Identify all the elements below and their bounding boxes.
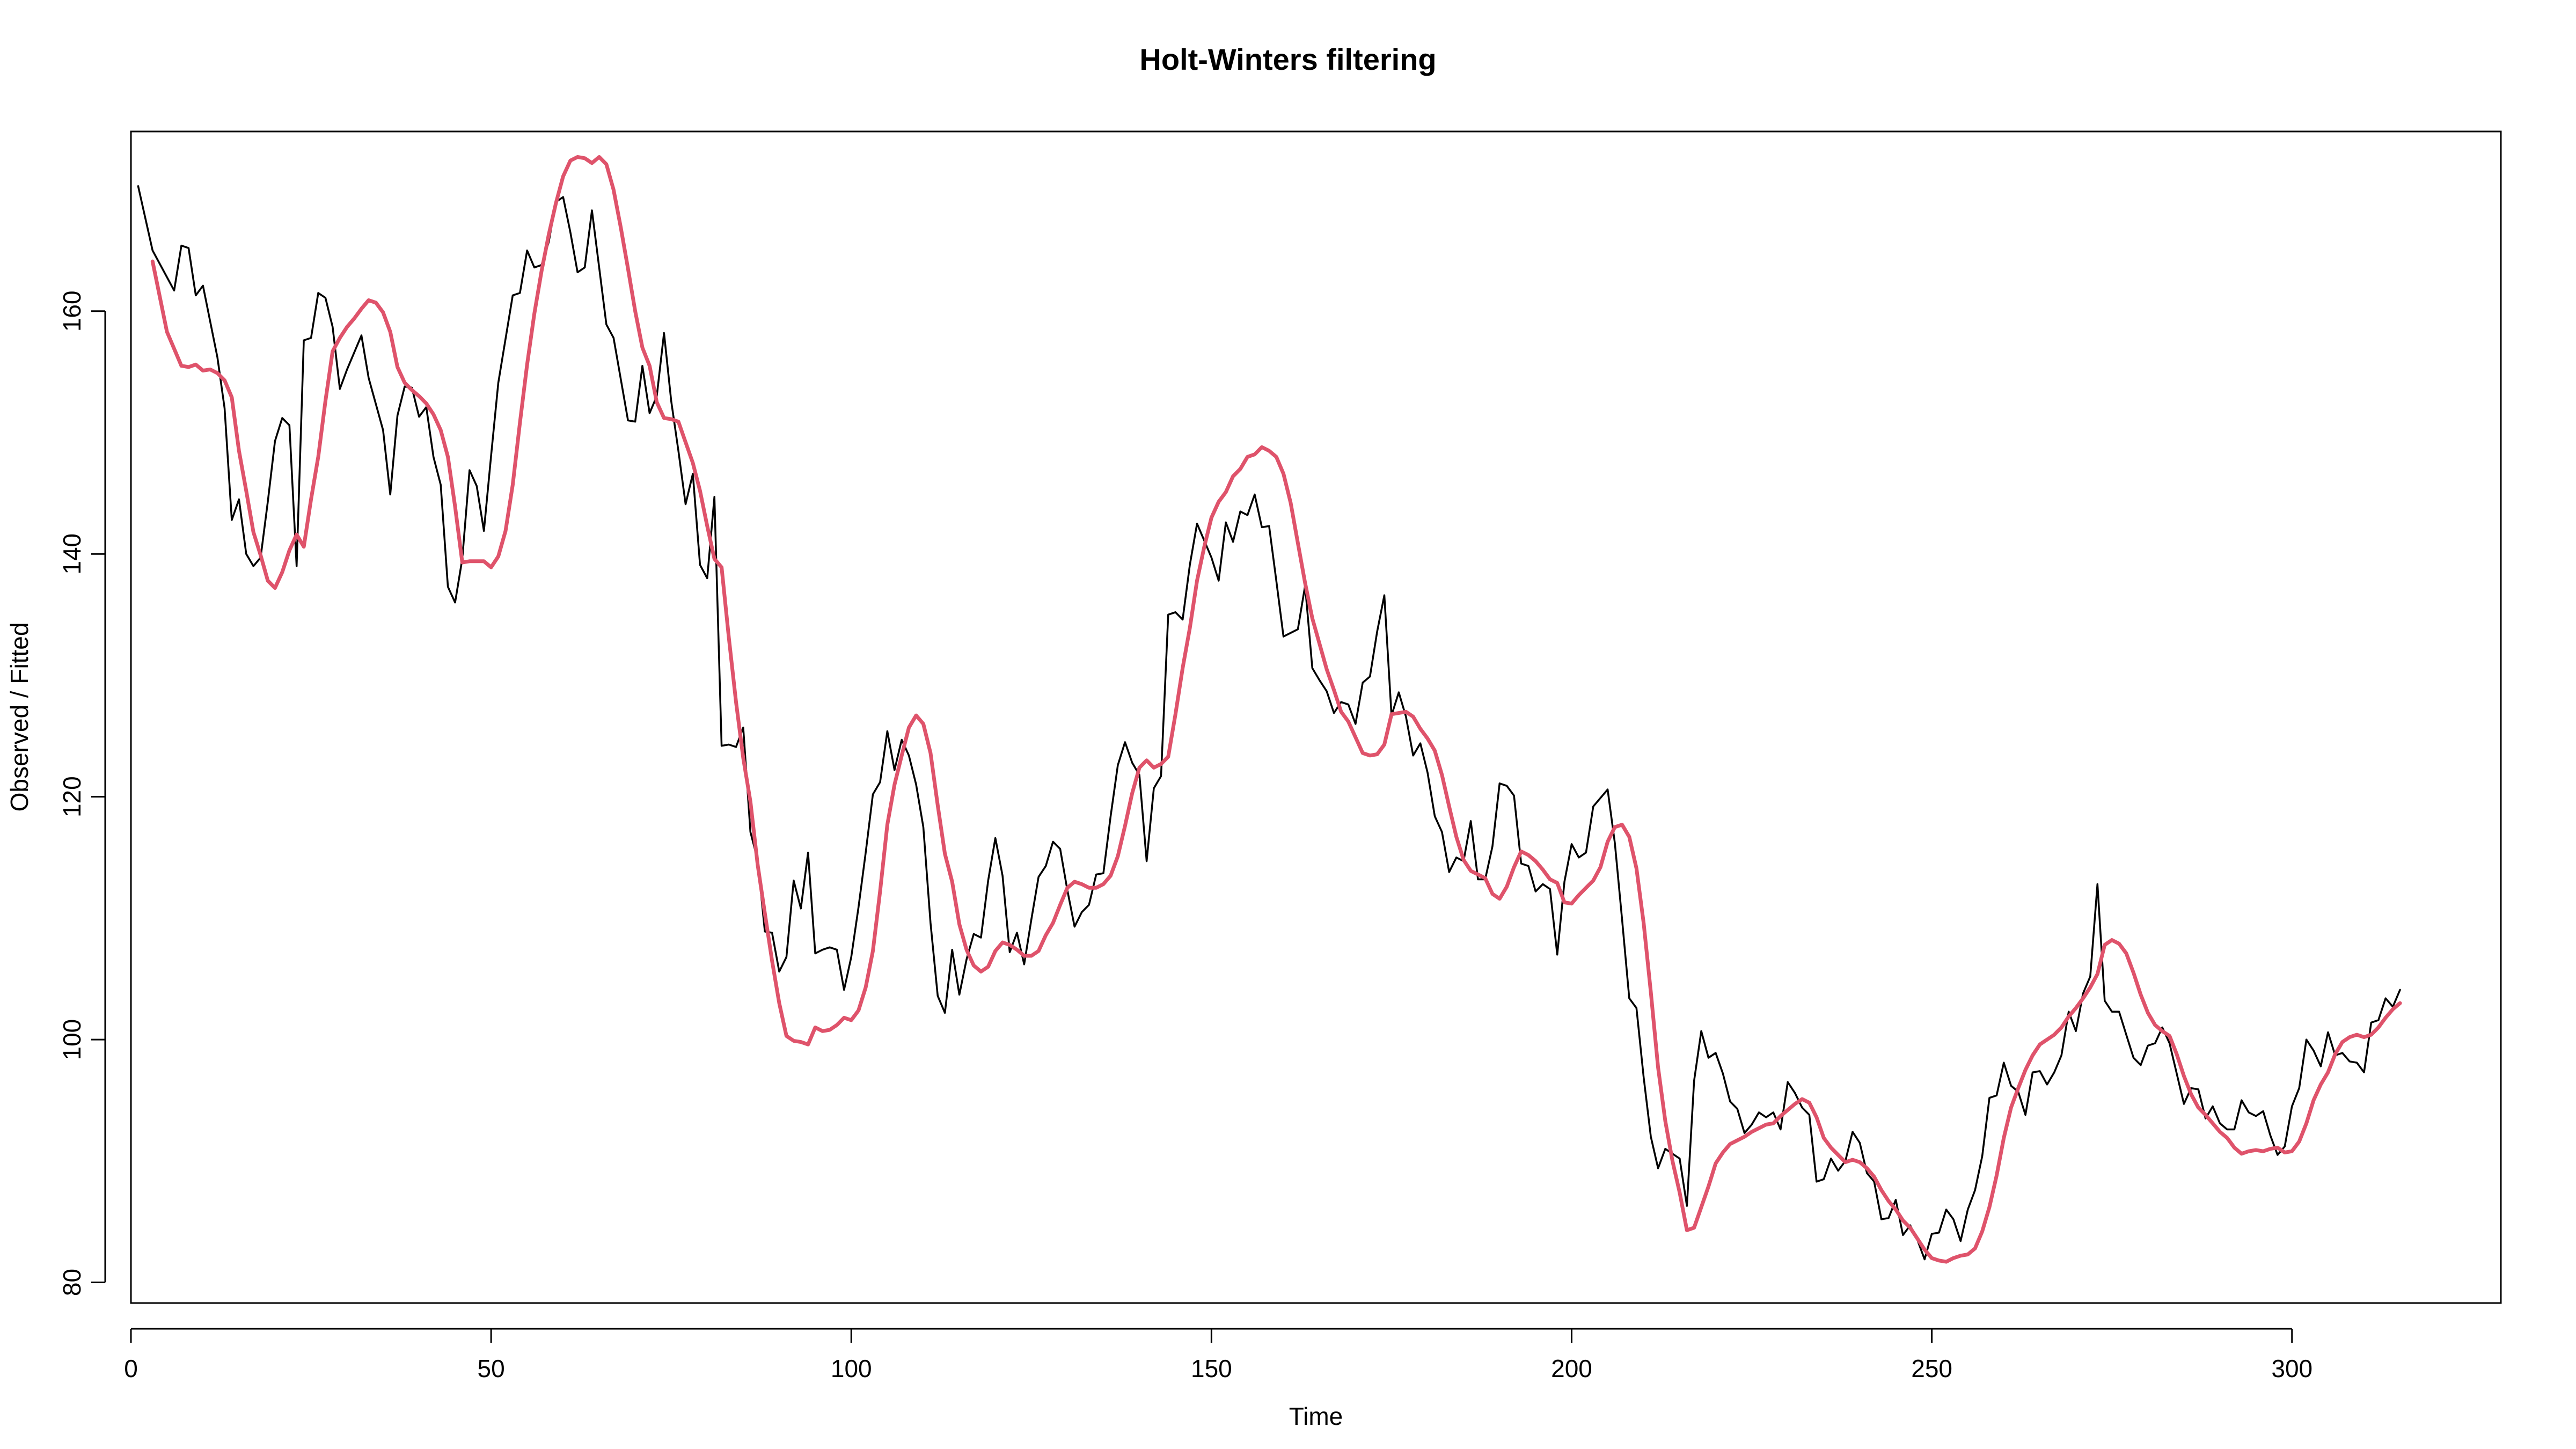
x-tick-label: 50 xyxy=(478,1355,505,1382)
observed-series-line xyxy=(137,185,2401,1261)
x-tick-label: 100 xyxy=(831,1355,872,1382)
series-layer xyxy=(137,155,2402,1264)
x-axis-label: Time xyxy=(1289,1402,1343,1430)
y-tick-label: 160 xyxy=(58,290,86,332)
plot-frame xyxy=(130,130,2502,1304)
y-tick-label: 80 xyxy=(58,1269,86,1296)
y-tick-label: 140 xyxy=(58,533,86,575)
y-axis: 80 100 120 140 160 xyxy=(58,290,106,1296)
x-tick-label: 150 xyxy=(1191,1355,1232,1382)
y-axis-label: Observed / Fitted xyxy=(5,623,33,812)
y-tick-label: 120 xyxy=(58,776,86,817)
fitted-series-line xyxy=(150,155,2402,1264)
y-tick-label: 100 xyxy=(58,1019,86,1060)
x-axis: 0 50 100 150 200 250 300 xyxy=(124,1328,2312,1382)
x-tick-label: 250 xyxy=(1911,1355,1952,1382)
x-tick-label: 0 xyxy=(124,1355,138,1382)
chart-title: Holt-Winters filtering xyxy=(1139,42,1436,76)
x-tick-label: 200 xyxy=(1551,1355,1592,1382)
x-tick-label: 300 xyxy=(2271,1355,2312,1382)
